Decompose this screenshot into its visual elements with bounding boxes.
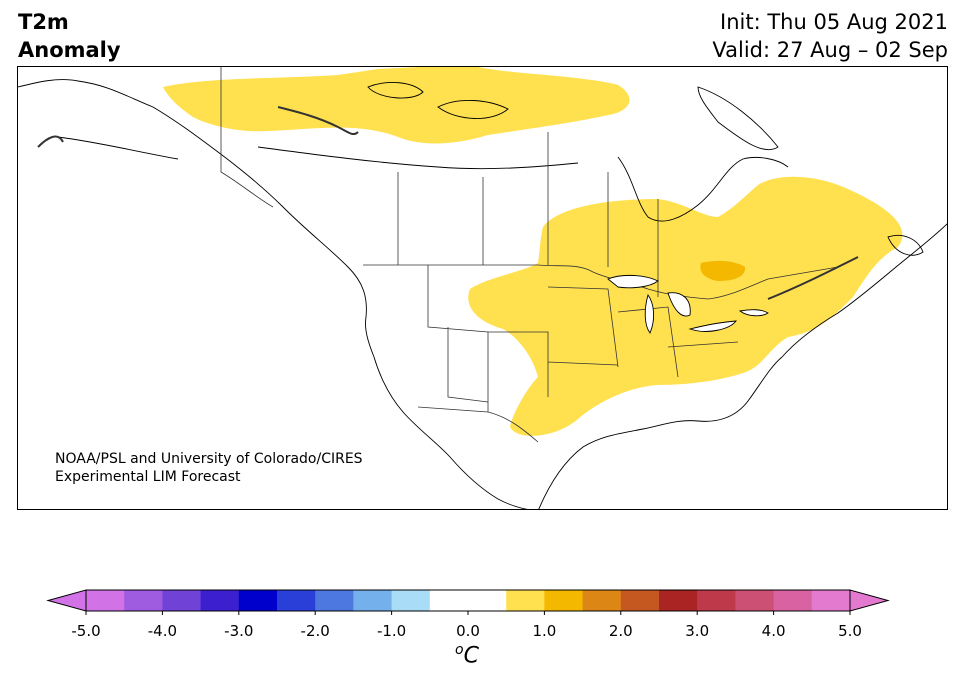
colorbar-tick-label: 2.0 [608, 622, 633, 640]
colorbar-tick-labels: -5.0 -4.0 -3.0 -2.0 -1.0 0.0 1.0 2.0 3.0 4.0 5.0 [0, 622, 959, 642]
colorbar-tick-label: -1.0 [376, 622, 407, 640]
coastline-west [373, 356, 528, 509]
colorbar-bin [773, 590, 813, 611]
colorbar-tick-label: -2.0 [300, 622, 330, 640]
colorbar-bin [353, 590, 393, 611]
lake-ontario [738, 309, 769, 317]
lake-erie [688, 320, 737, 332]
colorbar-tick-label: -5.0 [71, 622, 101, 640]
colorbar-extend-high [849, 589, 890, 612]
border-canadian-provinces [397, 132, 659, 297]
map-panel: NOAA/PSL and University of Colorado/CIRE… [17, 66, 948, 510]
lake-huron [667, 292, 691, 317]
island-baffin [697, 86, 779, 151]
colorbar: -5.0 -4.0 -3.0 -2.0 -1.0 0.0 1.0 2.0 3.0 4.0 5.0 o… [0, 580, 959, 680]
coastline-arctic [57, 136, 579, 170]
border-us-canada [363, 264, 839, 300]
border-us-mexico [417, 406, 539, 443]
init-date: Init: Thu 05 Aug 2021 [720, 10, 948, 34]
lake-superior [607, 274, 659, 289]
colorbar-bin [429, 590, 469, 611]
island-victoria [437, 99, 509, 119]
lake-michigan [644, 294, 655, 334]
colorbar-tick-label: -4.0 [147, 622, 178, 640]
colorbar-tick-label: 4.0 [761, 622, 786, 640]
colorbar-bin [124, 590, 163, 611]
colorbar-extend-low [46, 589, 87, 612]
colorbar-bin [544, 590, 584, 611]
island-banks [367, 81, 424, 99]
title-line-variable: T2m [18, 10, 69, 34]
colorbar-tick-label: 3.0 [685, 622, 710, 640]
colorbar-tick-label: 0.0 [456, 622, 480, 640]
colorbar-bin [506, 590, 545, 611]
unit-letter: C [463, 643, 479, 669]
colorbar-bin [620, 590, 660, 611]
border-us-states [427, 265, 739, 412]
colorbar-unit: oC [455, 642, 479, 668]
river-st-lawrence [767, 256, 859, 300]
arctic-islands [367, 81, 924, 256]
coastline-gulf [538, 356, 783, 509]
anomaly-area-northern-canada [163, 67, 630, 144]
map-title: T2m Anomaly [18, 8, 121, 64]
degree-symbol: o [455, 642, 464, 658]
colorbar-tick-label: -3.0 [224, 622, 254, 640]
coastline-alaska [18, 79, 375, 358]
colorbar-tick-label: 1.0 [532, 622, 557, 640]
colorbar-bin [162, 590, 202, 611]
title-line-field: Anomaly [18, 38, 121, 62]
valid-range: Valid: 27 Aug – 02 Sep [712, 38, 948, 62]
colorbar-bin [582, 590, 622, 611]
anomaly-map [18, 67, 947, 509]
credit-text: NOAA/PSL and University of Colorado/CIRE… [55, 450, 363, 486]
colorbar-bin [86, 590, 125, 611]
colorbar-bins [46, 589, 890, 615]
river-mackenzie [277, 106, 359, 136]
credit-line-agency: NOAA/PSL and University of Colorado/CIRE… [55, 451, 363, 467]
credit-line-product: Experimental LIM Forecast [55, 469, 241, 485]
colorbar-bin [697, 590, 736, 611]
forecast-dates: Init: Thu 05 Aug 2021 Valid: 27 Aug – 02… [712, 8, 948, 64]
anomaly-area-core [700, 260, 746, 281]
warm-anomaly-areas [163, 67, 903, 436]
coastlines [18, 79, 947, 509]
colorbar-bin [811, 590, 851, 611]
colorbar-bin [735, 590, 775, 611]
colorbar-tick-label: 5.0 [838, 622, 862, 640]
colorbar-bin [200, 590, 240, 611]
colorbar-bin [277, 590, 316, 611]
colorbar-bin [238, 590, 278, 611]
island-newfoundland [887, 234, 924, 256]
border-alaska-canada [220, 67, 274, 208]
colorbar-bin [315, 590, 354, 611]
coastline-east [781, 223, 947, 358]
colorbar-bin [468, 590, 507, 611]
colorbar-bin [391, 590, 431, 611]
river-yukon [37, 135, 64, 148]
coastline-hudson-bay [617, 156, 789, 222]
northern-rivers [37, 106, 859, 300]
colorbar-bin [659, 590, 698, 611]
political-borders [220, 67, 839, 443]
great-lakes [607, 274, 769, 334]
